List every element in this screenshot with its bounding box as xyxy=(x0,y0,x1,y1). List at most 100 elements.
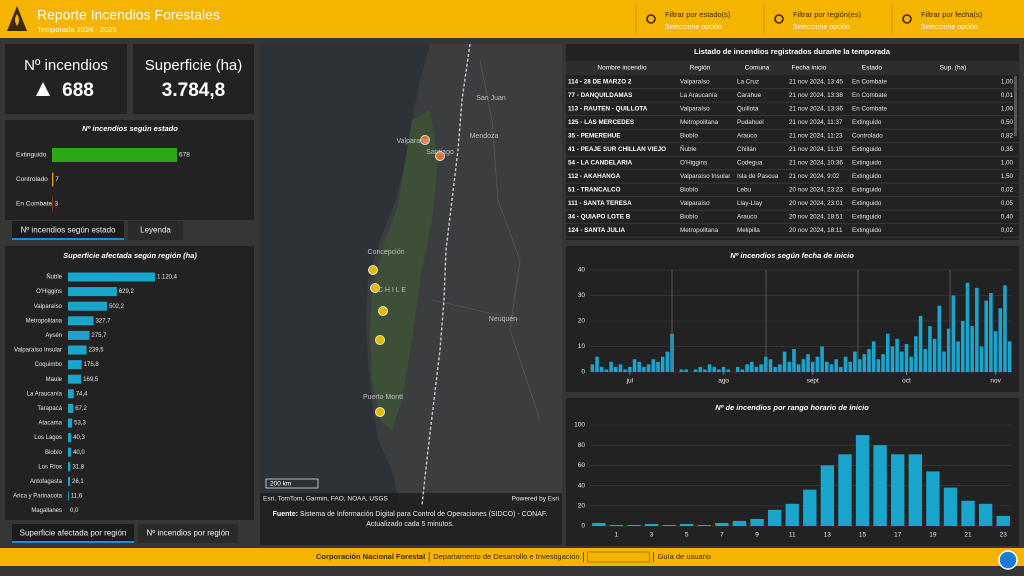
value-label: 275,7 xyxy=(91,333,107,339)
value-label: 40,0 xyxy=(73,450,85,456)
table-cell: 20 nov 2024, 18:51 xyxy=(789,214,843,221)
bar xyxy=(853,351,857,372)
column-header: Región xyxy=(690,65,711,72)
table-cell: En Combate xyxy=(852,79,887,86)
source-label: Fuente: xyxy=(272,511,298,518)
bar xyxy=(820,346,824,372)
header-title: Reporte Incendios Forestales xyxy=(37,7,220,23)
table-cell: 0,50 xyxy=(1001,119,1014,126)
fire-icon[interactable] xyxy=(370,283,380,293)
value-label: 7 xyxy=(55,176,59,183)
table-cell: En Combate xyxy=(852,92,887,99)
footer-email[interactable] xyxy=(587,551,650,563)
bar xyxy=(726,369,731,372)
bar xyxy=(834,359,838,372)
tab-label: Leyenda xyxy=(140,226,171,235)
attribution: Esri, TomTom, Garmin, FAO, NOAA, USGS xyxy=(263,496,389,503)
fire-icon[interactable] xyxy=(378,306,388,316)
table-header xyxy=(566,61,1019,75)
fire-icon[interactable] xyxy=(435,151,445,161)
bar xyxy=(926,471,940,526)
tab[interactable] xyxy=(138,524,238,543)
filter-placeholder: Seleccione opción xyxy=(665,24,722,31)
category-label: Biobío xyxy=(45,450,63,456)
attribution-bar xyxy=(260,493,562,505)
bar xyxy=(68,345,87,355)
tab[interactable] xyxy=(12,524,134,543)
tab[interactable] xyxy=(128,221,183,240)
bar xyxy=(609,524,624,526)
bar xyxy=(839,366,843,372)
bar xyxy=(627,524,641,526)
bar xyxy=(782,351,787,372)
bar xyxy=(773,366,777,372)
panel xyxy=(133,44,254,114)
table-cell: 0,02 xyxy=(1001,187,1014,194)
bar xyxy=(871,341,876,372)
table-cell: 20 nov 2024, 23:01 xyxy=(789,200,843,207)
fire-icon[interactable] xyxy=(368,265,378,275)
table-cell: 41 - PEAJE SUR CHILLAN VIEJO xyxy=(568,146,666,153)
bar xyxy=(68,272,155,282)
table-cell: Extinguido xyxy=(852,173,882,180)
filter[interactable] xyxy=(893,1,1019,37)
bar xyxy=(960,321,965,372)
bar xyxy=(806,354,810,372)
help-button[interactable] xyxy=(998,550,1018,570)
value-label: 327,7 xyxy=(95,318,111,324)
y-tick-label: 0 xyxy=(581,523,585,530)
scrollbar[interactable] xyxy=(1014,76,1017,136)
y-tick-label: 20 xyxy=(578,318,586,325)
bar xyxy=(785,503,799,526)
fire-icon[interactable] xyxy=(375,407,385,417)
table-cell: 21 nov 2024, 13:36 xyxy=(789,106,843,113)
x-tick-label: oct xyxy=(902,378,911,385)
bar xyxy=(740,369,745,372)
table-cell: 0,35 xyxy=(1001,146,1014,153)
table-cell: 21 nov 2024, 11:15 xyxy=(789,146,843,153)
bar xyxy=(970,326,974,372)
bar xyxy=(660,356,665,372)
bar xyxy=(590,364,595,372)
x-tick-label: 19 xyxy=(929,532,937,539)
chart-title: Nº incendios según estado xyxy=(82,124,178,133)
table-cell: O'Higgins xyxy=(680,160,707,167)
filter[interactable] xyxy=(637,1,763,37)
tab[interactable] xyxy=(12,221,124,240)
x-tick-label: sept xyxy=(807,378,819,385)
map-label: San Juan xyxy=(476,95,506,102)
footer-text[interactable]: Guía de usuario xyxy=(658,552,711,561)
map-label: Puerto Montt xyxy=(363,394,403,401)
x-tick-label: ago xyxy=(718,378,729,385)
header-bar xyxy=(0,0,1024,38)
bar xyxy=(801,359,806,372)
table-cell: Arauco xyxy=(737,214,757,221)
chart-title: Superficie afectada según región (ha) xyxy=(63,251,197,260)
x-tick-label: 13 xyxy=(824,532,832,539)
table-cell: La Cruz xyxy=(737,79,759,86)
bar xyxy=(52,148,177,162)
table-cell: 21 nov 2024, 13:45 xyxy=(789,79,843,86)
y-tick-label: 100 xyxy=(574,422,585,429)
table-title: Listado de incendios registrados durante… xyxy=(694,47,891,56)
category-label: Tarapacá xyxy=(37,406,62,412)
x-tick-label: 7 xyxy=(720,532,724,539)
table-cell: Extinguido xyxy=(852,227,882,234)
bar xyxy=(937,305,942,372)
footer-bar xyxy=(0,548,1024,566)
table-cell: Extinguido xyxy=(852,187,882,194)
filter[interactable] xyxy=(765,1,891,37)
value-label: 74,4 xyxy=(76,391,88,397)
bar xyxy=(599,366,604,372)
category-label: En Combate xyxy=(16,201,53,208)
map-border xyxy=(421,43,471,506)
table-cell: Extinguido xyxy=(852,200,882,207)
bar xyxy=(651,359,656,372)
x-tick-label: jul xyxy=(626,378,634,385)
table-cell: 35 - PEMEREHUE xyxy=(568,133,621,140)
fire-icon[interactable] xyxy=(375,335,385,345)
bar xyxy=(712,366,717,372)
fire-icon[interactable] xyxy=(420,135,430,145)
value-label: 678 xyxy=(179,152,190,159)
